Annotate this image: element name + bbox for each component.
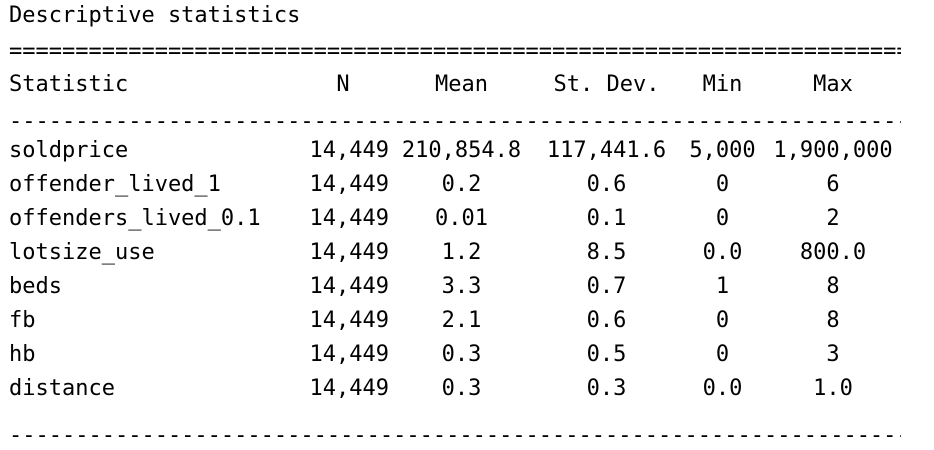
row-label: offender_lived_1 bbox=[9, 172, 221, 197]
cell-st-dev: 0.6 bbox=[586, 172, 627, 197]
cell-mean: 0.01 bbox=[435, 206, 488, 231]
header-row: Statistic N Mean St. Dev. Min Max bbox=[9, 70, 900, 100]
row-label: lotsize_use bbox=[9, 240, 155, 265]
cell-st-dev: 117,441.6 bbox=[546, 138, 667, 163]
cell-min: 5,000 bbox=[689, 138, 756, 163]
dashed-rule-header: ----------------------------------------… bbox=[9, 109, 901, 134]
cell-max: 1.0 bbox=[813, 376, 853, 401]
cell-max: 8 bbox=[826, 274, 840, 299]
cell-min: 0.0 bbox=[702, 376, 743, 401]
table-row: offenders_lived_0.1 14,449 0.01 0.1 0 2 bbox=[9, 202, 900, 236]
cell-mean: 1.2 bbox=[441, 240, 482, 265]
cell-min: 1 bbox=[715, 274, 730, 299]
column-header-max: Max bbox=[813, 72, 853, 97]
cell-n: 14,449 bbox=[309, 376, 389, 401]
table-row: beds 14,449 3.3 0.7 1 8 bbox=[9, 270, 900, 304]
cell-min: 0 bbox=[715, 172, 730, 197]
cell-max: 6 bbox=[826, 172, 840, 197]
cell-n: 14,449 bbox=[309, 308, 389, 333]
cell-mean: 0.3 bbox=[441, 376, 482, 401]
cell-mean: 0.2 bbox=[441, 172, 482, 197]
descriptive-statistics-table: Statistic N Mean St. Dev. Min Max soldpr… bbox=[9, 70, 900, 406]
column-header-n: N bbox=[336, 72, 350, 97]
column-header-min: Min bbox=[702, 72, 743, 97]
table-title: Descriptive statistics bbox=[9, 3, 301, 28]
cell-mean: 3.3 bbox=[441, 274, 482, 299]
cell-max: 800.0 bbox=[799, 240, 867, 265]
cell-max: 8 bbox=[826, 308, 840, 333]
table-row: fb 14,449 2.1 0.6 0 8 bbox=[9, 304, 900, 338]
cell-min: 0 bbox=[715, 206, 730, 231]
cell-st-dev: 0.1 bbox=[586, 206, 627, 231]
row-label: offenders_lived_0.1 bbox=[9, 206, 261, 231]
table-row: soldprice 14,449 210,854.8 117,441.6 5,0… bbox=[9, 134, 900, 168]
cell-n: 14,449 bbox=[309, 138, 389, 163]
cell-min: 0 bbox=[715, 342, 730, 367]
table-row: distance 14,449 0.3 0.3 0.0 1.0 bbox=[9, 372, 900, 406]
column-header-mean: Mean bbox=[435, 72, 488, 97]
cell-min: 0 bbox=[715, 308, 730, 333]
cell-n: 14,449 bbox=[309, 240, 389, 265]
row-label: distance bbox=[9, 376, 115, 401]
cell-st-dev: 8.5 bbox=[586, 240, 627, 265]
row-label: beds bbox=[9, 274, 62, 299]
cell-mean: 0.3 bbox=[441, 342, 482, 367]
table-row: offender_lived_1 14,449 0.2 0.6 0 6 bbox=[9, 168, 900, 202]
column-header-statistic: Statistic bbox=[9, 72, 129, 97]
cell-mean: 2.1 bbox=[441, 308, 482, 333]
cell-st-dev: 0.6 bbox=[586, 308, 627, 333]
cell-st-dev: 0.5 bbox=[586, 342, 627, 367]
row-label: hb bbox=[9, 342, 36, 367]
cell-min: 0.0 bbox=[702, 240, 743, 265]
cell-max: 1,900,000 bbox=[773, 138, 893, 163]
column-header-st-dev: St. Dev. bbox=[553, 72, 660, 97]
cell-mean: 210,854.8 bbox=[401, 138, 522, 163]
cell-max: 2 bbox=[826, 206, 840, 231]
cell-max: 3 bbox=[826, 342, 840, 367]
cell-n: 14,449 bbox=[309, 206, 389, 231]
double-rule-top: ========================================… bbox=[9, 39, 901, 64]
cell-st-dev: 0.7 bbox=[586, 274, 627, 299]
dashed-rule-bottom: ----------------------------------------… bbox=[9, 423, 901, 448]
table-row: lotsize_use 14,449 1.2 8.5 0.0 800.0 bbox=[9, 236, 900, 270]
row-label: soldprice bbox=[9, 138, 129, 163]
cell-n: 14,449 bbox=[309, 342, 389, 367]
cell-st-dev: 0.3 bbox=[586, 376, 627, 401]
row-label: fb bbox=[9, 308, 36, 333]
cell-n: 14,449 bbox=[309, 172, 389, 197]
cell-n: 14,449 bbox=[309, 274, 389, 299]
table-row: hb 14,449 0.3 0.5 0 3 bbox=[9, 338, 900, 372]
